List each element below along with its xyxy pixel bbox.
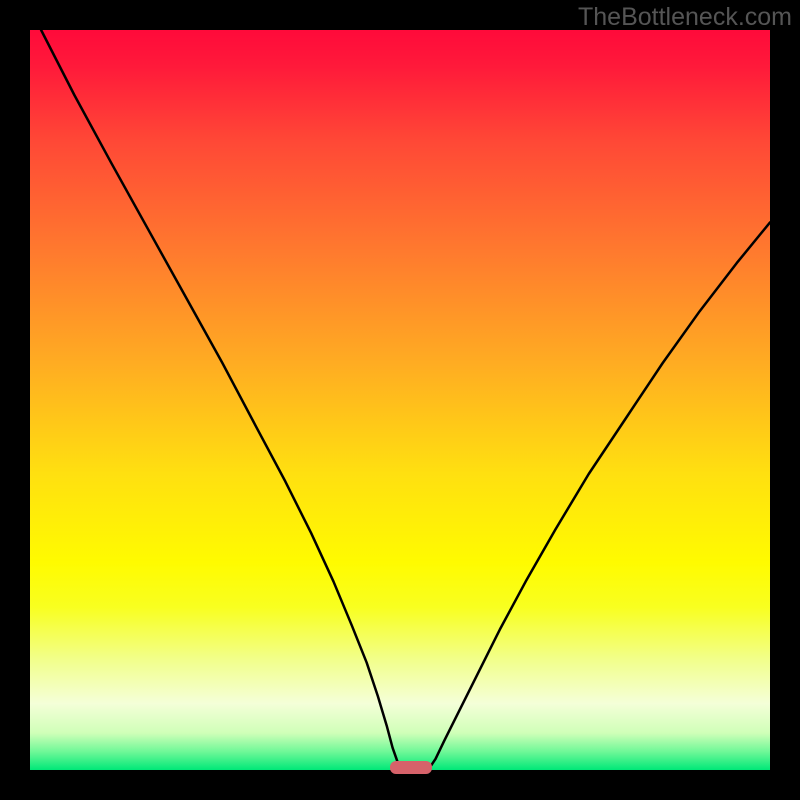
bottleneck-marker (390, 761, 432, 774)
watermark-label: TheBottleneck.com (578, 3, 792, 32)
chart-curves (0, 0, 800, 800)
